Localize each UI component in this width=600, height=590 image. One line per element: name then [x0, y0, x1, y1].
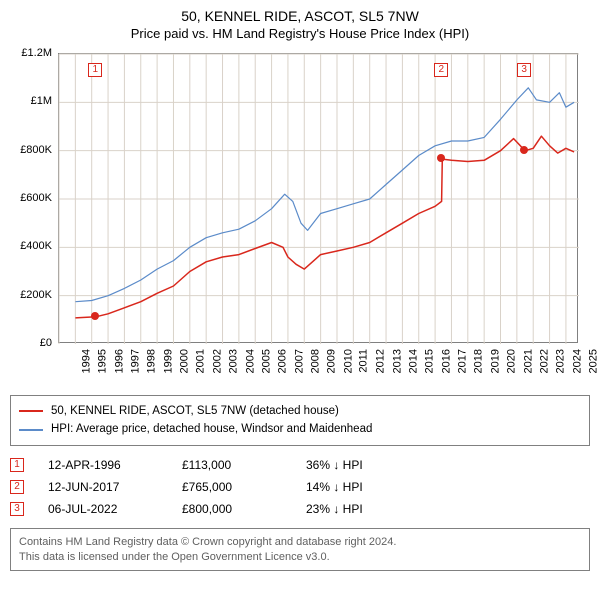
price-marker-dot: [91, 312, 99, 320]
x-axis-label: 2006: [277, 349, 289, 373]
x-axis-label: 1995: [97, 349, 109, 373]
price-marker-label: 1: [88, 63, 102, 77]
x-axis-label: 1999: [162, 349, 174, 373]
x-axis-label: 2008: [309, 349, 321, 373]
legend-row: HPI: Average price, detached house, Wind…: [19, 420, 581, 438]
price-marker-dot: [520, 146, 528, 154]
x-axis-label: 2020: [506, 349, 518, 373]
x-axis-label: 2007: [293, 349, 305, 373]
footer-line1: Contains HM Land Registry data © Crown c…: [19, 535, 581, 550]
x-axis-label: 2018: [473, 349, 485, 373]
annotation-date: 12-APR-1996: [48, 458, 158, 472]
footer-licence: Contains HM Land Registry data © Crown c…: [10, 528, 590, 572]
x-axis-label: 2009: [326, 349, 338, 373]
legend: 50, KENNEL RIDE, ASCOT, SL5 7NW (detache…: [10, 395, 590, 446]
legend-label: 50, KENNEL RIDE, ASCOT, SL5 7NW (detache…: [51, 402, 339, 420]
annotation-marker: 2: [10, 480, 24, 494]
y-axis-label: £200K: [10, 289, 52, 301]
x-axis-label: 2002: [211, 349, 223, 373]
x-axis-label: 2025: [587, 349, 599, 373]
x-axis-label: 2017: [457, 349, 469, 373]
x-axis-label: 1994: [80, 349, 92, 373]
annotation-row: 2 12-JUN-2017 £765,000 14% ↓ HPI: [10, 476, 590, 498]
chart-subtitle: Price paid vs. HM Land Registry's House …: [10, 26, 590, 41]
x-axis-label: 1996: [113, 349, 125, 373]
annotation-date: 12-JUN-2017: [48, 480, 158, 494]
annotation-pct: 14% ↓ HPI: [306, 480, 406, 494]
x-axis-label: 2005: [260, 349, 272, 373]
x-axis-label: 2004: [244, 349, 256, 373]
annotation-price: £800,000: [182, 502, 282, 516]
chart-container: 50, KENNEL RIDE, ASCOT, SL5 7NW Price pa…: [0, 0, 600, 579]
y-axis-label: £0: [10, 337, 52, 349]
y-axis-label: £400K: [10, 240, 52, 252]
x-axis-label: 1997: [130, 349, 142, 373]
y-axis-label: £1.2M: [10, 47, 52, 59]
annotation-marker: 1: [10, 458, 24, 472]
x-axis-label: 2024: [571, 349, 583, 373]
chart-area: £0 £200K £400K £600K £800K £1M £1.2M 1994 1995 19…: [10, 47, 590, 387]
annotation-price: £765,000: [182, 480, 282, 494]
price-marker-dot: [437, 154, 445, 162]
annotation-marker: 3: [10, 502, 24, 516]
plot-region: [58, 53, 578, 343]
y-axis-label: £600K: [10, 192, 52, 204]
annotation-pct: 36% ↓ HPI: [306, 458, 406, 472]
legend-swatch: [19, 429, 43, 431]
plot-svg: [59, 54, 579, 344]
footer-line2: This data is licensed under the Open Gov…: [19, 550, 581, 565]
chart-title: 50, KENNEL RIDE, ASCOT, SL5 7NW: [10, 8, 590, 24]
x-axis-label: 2010: [342, 349, 354, 373]
x-axis-label: 2021: [522, 349, 534, 373]
x-axis-label: 2001: [195, 349, 207, 373]
x-axis-label: 2013: [391, 349, 403, 373]
annotation-date: 06-JUL-2022: [48, 502, 158, 516]
annotation-row: 1 12-APR-1996 £113,000 36% ↓ HPI: [10, 454, 590, 476]
x-axis-label: 2012: [375, 349, 387, 373]
price-marker-label: 2: [434, 63, 448, 77]
annotation-price: £113,000: [182, 458, 282, 472]
legend-label: HPI: Average price, detached house, Wind…: [51, 420, 372, 438]
price-marker-label: 3: [517, 63, 531, 77]
x-axis-label: 2019: [489, 349, 501, 373]
x-axis-label: 2003: [228, 349, 240, 373]
legend-swatch: [19, 410, 43, 412]
x-axis-label: 2000: [179, 349, 191, 373]
annotation-table: 1 12-APR-1996 £113,000 36% ↓ HPI 2 12-JUN-201…: [10, 454, 590, 520]
x-axis-label: 2014: [408, 349, 420, 373]
annotation-row: 3 06-JUL-2022 £800,000 23% ↓ HPI: [10, 498, 590, 520]
y-axis-label: £800K: [10, 144, 52, 156]
x-axis-label: 2023: [555, 349, 567, 373]
annotation-pct: 23% ↓ HPI: [306, 502, 406, 516]
x-axis-label: 2016: [440, 349, 452, 373]
x-axis-label: 2022: [538, 349, 550, 373]
x-axis-label: 1998: [146, 349, 158, 373]
y-axis-label: £1M: [10, 95, 52, 107]
x-axis-label: 2015: [424, 349, 436, 373]
x-axis-label: 2011: [358, 349, 370, 373]
legend-row: 50, KENNEL RIDE, ASCOT, SL5 7NW (detache…: [19, 402, 581, 420]
